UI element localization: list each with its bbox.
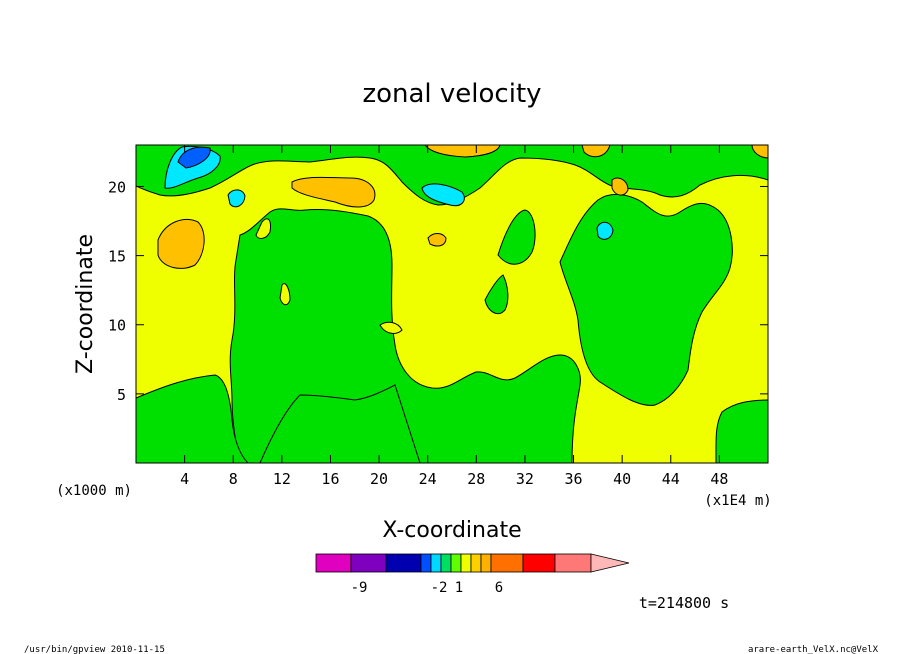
green-right-region <box>559 193 733 406</box>
legend-swatch <box>480 553 492 573</box>
orange-top-far-right <box>751 145 768 159</box>
x-tick-label: 8 <box>229 470 238 488</box>
legend-swatch <box>385 553 422 573</box>
plot-area <box>135 144 769 464</box>
footer-left: /usr/bin/gpview 2010-11-15 <box>24 645 165 654</box>
x-tick-label: 16 <box>321 470 339 488</box>
legend-label: -9 <box>351 580 368 596</box>
x-tick-label: 4 <box>180 470 189 488</box>
y-tick-label: 15 <box>108 248 126 266</box>
green-blob-2 <box>484 274 509 315</box>
legend-label: -2 <box>431 580 448 596</box>
orange-top-strip <box>424 145 501 158</box>
yellow-notch-3 <box>379 321 403 334</box>
green-top-band <box>136 145 768 206</box>
footer-right: arare-earth_VelX.nc@VelX <box>748 645 879 654</box>
x-tick-label: 12 <box>273 470 291 488</box>
time-annotation: t=214800 s <box>639 594 729 612</box>
x-tick-label: 48 <box>710 470 728 488</box>
green-bottom-right <box>715 399 768 463</box>
x-tick-label: 32 <box>516 470 534 488</box>
y-unit-note: (x1000 m) <box>56 483 132 499</box>
legend-swatch <box>315 553 352 573</box>
x-tick-label: 24 <box>419 470 437 488</box>
legend-swatch <box>430 553 442 573</box>
yellow-notch-2 <box>279 283 291 306</box>
orange-blob-left <box>157 218 205 269</box>
y-tick-label: 10 <box>108 317 126 335</box>
cyan-blob-4 <box>596 221 614 240</box>
green-blob-1 <box>497 209 536 265</box>
orange-blob-right <box>611 177 629 196</box>
chart-title: zonal velocity <box>362 79 541 109</box>
x-tick-label: 28 <box>467 470 485 488</box>
legend-label: 6 <box>495 580 503 596</box>
y-axis-label: Z-coordinate <box>73 234 98 374</box>
x-tick-label: 44 <box>662 470 680 488</box>
legend-swatch <box>460 553 472 573</box>
x-axis-label: X-coordinate <box>382 518 521 543</box>
yellow-notch-1 <box>255 218 271 239</box>
legend-label: 1 <box>455 580 463 596</box>
plot-frame <box>135 144 769 464</box>
y-tick-label: 20 <box>108 178 126 196</box>
cyan-blob-2 <box>227 189 246 208</box>
x-unit-note: (x1E4 m) <box>704 493 771 509</box>
legend-swatch <box>470 553 482 573</box>
legend-swatch <box>440 553 452 573</box>
orange-blob-upper <box>291 176 376 208</box>
cyan-blob-3 <box>421 183 465 207</box>
y-tick-label: 5 <box>117 386 126 404</box>
legend-swatch <box>350 553 387 573</box>
x-tick-label: 20 <box>370 470 388 488</box>
green-bottom-left <box>136 374 249 463</box>
orange-blob-small <box>427 233 447 247</box>
x-tick-label: 36 <box>565 470 583 488</box>
y-axis: 5 10 15 20 <box>108 178 768 404</box>
legend-swatch <box>554 553 592 573</box>
green-lower-band <box>259 384 421 463</box>
legend-swatch <box>522 553 556 573</box>
color-legend: -9 -2 1 6 <box>315 553 630 596</box>
legend-arrow <box>590 553 630 573</box>
legend-swatch <box>420 553 432 573</box>
legend-swatch <box>490 553 524 573</box>
x-tick-label: 40 <box>613 470 631 488</box>
legend-swatch <box>450 553 462 573</box>
x-axis: 4 8 12 16 20 24 28 32 36 40 44 48 <box>180 145 728 488</box>
